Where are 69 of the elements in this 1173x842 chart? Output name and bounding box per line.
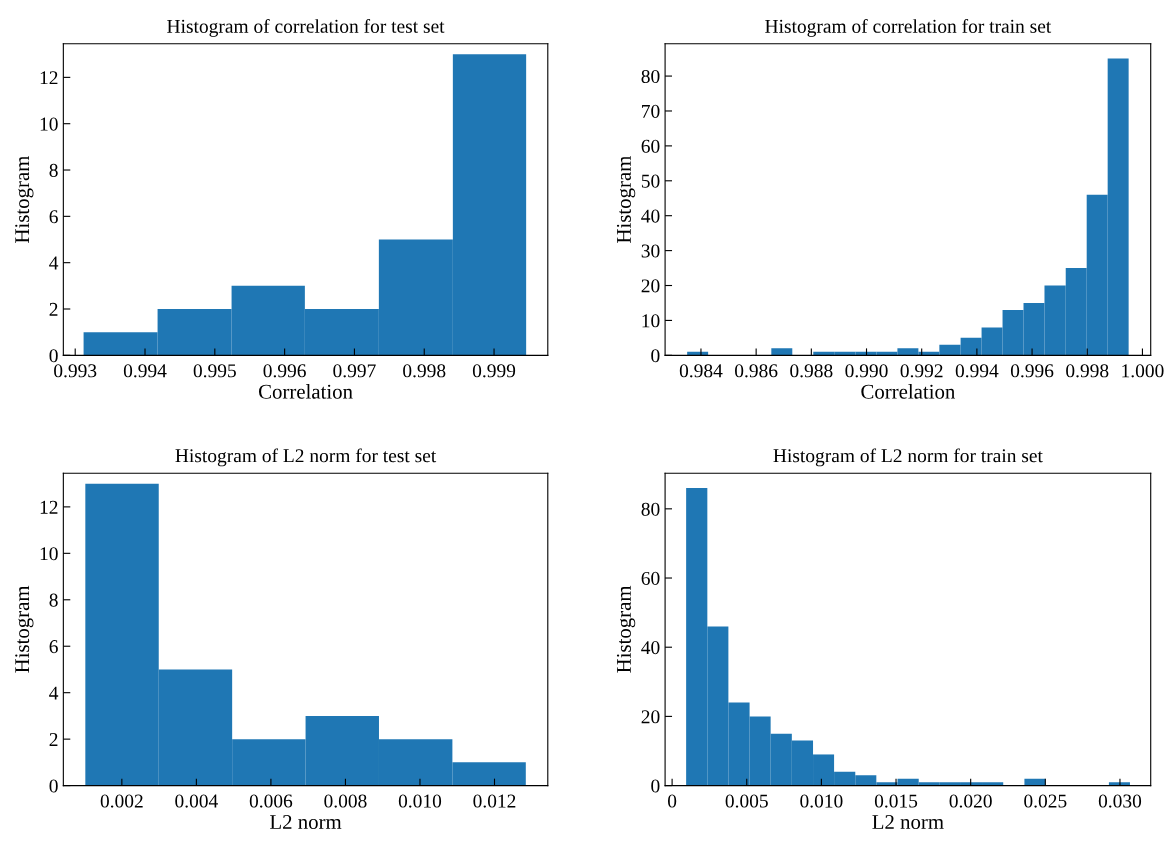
x-tick-label: 0.004 <box>175 794 218 808</box>
chart-title: Histogram of L2 norm for train set <box>773 448 1043 467</box>
y-tick-label: 80 <box>641 69 660 84</box>
x-tick-label: 0.005 <box>725 794 768 808</box>
chart-title: Histogram of L2 norm for test set <box>175 448 437 467</box>
y-axis-title: Histogram <box>616 585 636 673</box>
y-axis-title: Histogram <box>616 155 636 243</box>
y-tick-label: 60 <box>641 571 660 585</box>
x-tick-label: 0.999 <box>472 364 516 378</box>
y-tick-label: 20 <box>641 710 660 724</box>
y-tick-label: 10 <box>40 117 58 131</box>
x-tick-label: 0.992 <box>900 364 943 378</box>
y-tick-label: 50 <box>641 174 660 188</box>
y-tick-label: 80 <box>641 502 660 516</box>
x-tick-label: 0.012 <box>473 794 516 808</box>
y-tick-label: 2 <box>49 302 58 316</box>
x-tick-label: 0.994 <box>955 364 999 378</box>
x-tick-label: 0.015 <box>874 794 918 808</box>
x-tick-label: 0.020 <box>949 794 992 808</box>
x-tick-label: 0.995 <box>193 364 236 378</box>
x-tick-label: 0.998 <box>1066 364 1109 378</box>
y-tick-label: 0 <box>49 349 58 363</box>
x-axis-title: Correlation <box>861 384 956 399</box>
x-tick-label: 0.990 <box>845 364 888 378</box>
x-tick-label: 0.002 <box>100 794 143 808</box>
x-tick-label: 0 <box>667 794 677 808</box>
y-tick-label: 8 <box>49 163 58 177</box>
x-tick-label: 0.996 <box>263 364 306 378</box>
y-tick-label: 6 <box>49 210 58 224</box>
x-tick-label: 0.010 <box>398 794 442 808</box>
y-tick-label: 40 <box>641 209 660 223</box>
x-tick-label: 1.000 <box>1122 364 1164 378</box>
x-tick-label: 0.988 <box>790 364 833 378</box>
x-tick-label: 0.986 <box>735 364 778 378</box>
y-tick-label: 6 <box>49 640 58 654</box>
x-tick-label: 0.996 <box>1010 364 1054 378</box>
x-tick-label: 0.994 <box>123 364 167 378</box>
y-tick-label: 8 <box>49 593 58 607</box>
x-tick-label: 0.984 <box>679 364 723 378</box>
x-axis-title: Correlation <box>258 384 353 399</box>
y-tick-label: 10 <box>40 547 58 561</box>
y-axis-title: Histogram <box>15 155 34 243</box>
y-tick-label: 70 <box>642 104 660 118</box>
x-tick-label: 0.006 <box>249 794 293 808</box>
chart-title: Histogram of correlation for train set <box>765 18 1052 37</box>
x-tick-label: 0.993 <box>54 364 97 378</box>
y-tick-label: 2 <box>49 733 58 746</box>
x-tick-label: 0.030 <box>1098 794 1142 808</box>
y-tick-label: 4 <box>49 686 59 700</box>
y-tick-label: 0 <box>651 779 660 793</box>
x-tick-label: 0.998 <box>403 364 446 378</box>
y-tick-label: 60 <box>641 139 660 153</box>
x-axis-title: L2 norm <box>872 814 944 829</box>
x-tick-label: 0.010 <box>800 794 843 808</box>
chart-title: Histogram of correlation for test set <box>167 18 445 37</box>
x-tick-label: 0.025 <box>1024 794 1067 808</box>
y-tick-label: 20 <box>641 279 660 293</box>
y-axis-title: Histogram <box>15 585 34 673</box>
x-axis-title: L2 norm <box>270 814 342 829</box>
y-tick-label: 10 <box>642 314 660 328</box>
y-tick-label: 30 <box>641 244 660 258</box>
y-tick-label: 12 <box>40 500 58 514</box>
y-tick-label: 0 <box>49 779 58 793</box>
y-tick-label: 40 <box>641 641 660 655</box>
y-tick-label: 4 <box>49 256 59 270</box>
x-tick-label: 0.008 <box>324 794 367 808</box>
x-tick-label: 0.997 <box>333 364 376 378</box>
y-tick-label: 12 <box>40 71 58 85</box>
y-tick-label: 0 <box>651 349 660 363</box>
